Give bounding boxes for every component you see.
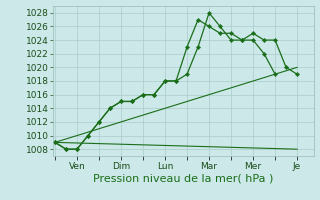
X-axis label: Pression niveau de la mer( hPa ): Pression niveau de la mer( hPa ) (93, 173, 273, 183)
